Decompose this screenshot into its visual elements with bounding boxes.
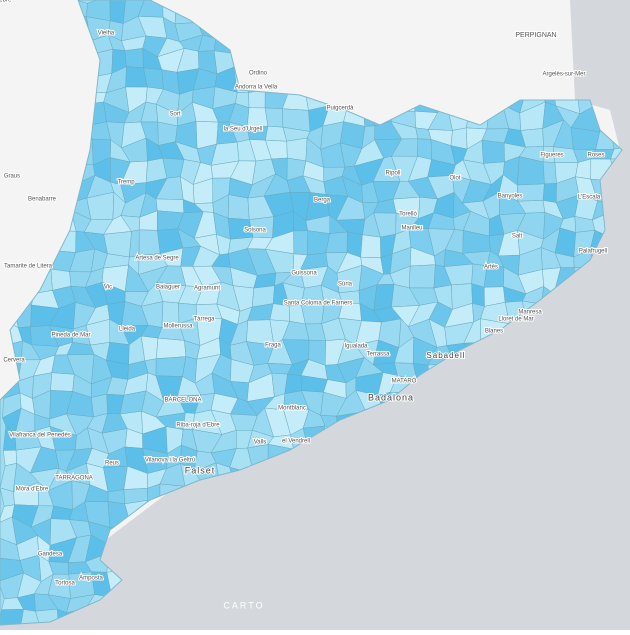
- place-label: Vilafranca del Penedès: [9, 433, 71, 439]
- municipality: [409, 265, 435, 288]
- place-label: Móra d'Ebre: [16, 487, 49, 493]
- place-label: Valls: [254, 440, 267, 446]
- municipality: [543, 162, 556, 184]
- municipality: [247, 320, 274, 346]
- municipality: [451, 128, 467, 149]
- place-label: Santa Coloma de Farners: [284, 301, 353, 307]
- municipality: [139, 230, 160, 256]
- place-label: Gandesa: [38, 552, 63, 558]
- place-label: Terrassa: [366, 352, 390, 358]
- place-label: Torelló: [399, 212, 417, 218]
- place-label: Lloret de Mar: [498, 317, 533, 323]
- place-label: Balaguer: [156, 285, 180, 291]
- municipality: [543, 183, 557, 202]
- place-label: Artesa de Segre: [135, 256, 179, 262]
- municipality: [285, 374, 302, 394]
- place-label: Guissona: [291, 271, 317, 277]
- municipality: [417, 139, 431, 160]
- place-label: Igualada: [344, 344, 368, 350]
- place-label: Olot: [449, 176, 460, 182]
- place-label: Berga: [314, 198, 331, 204]
- place-label: Figueres: [540, 153, 563, 159]
- place-label: MATARÓ: [392, 378, 417, 385]
- place-label: Vilanova i la Geltrú: [145, 458, 195, 464]
- municipality: [228, 195, 249, 220]
- place-label: Reus: [105, 461, 119, 467]
- place-label: Tàrrega: [193, 317, 215, 323]
- place-label: Deltebre: [0, 0, 12, 4]
- municipality: [51, 373, 75, 392]
- municipality: [91, 394, 107, 417]
- place-label: Blanes: [485, 329, 503, 335]
- municipality: [301, 304, 324, 324]
- place-label: Artés: [484, 265, 498, 271]
- place-label: Badalona: [368, 392, 414, 402]
- municipality: [294, 231, 308, 255]
- place-label: Lleida: [119, 327, 136, 333]
- place-label: Salt: [512, 234, 523, 240]
- place-label: Manresa: [518, 310, 542, 316]
- place-label: Vic: [104, 285, 112, 291]
- place-label: Roses: [587, 153, 604, 159]
- place-label: TARRAGONA: [55, 476, 93, 482]
- place-label: Vielha: [98, 31, 115, 37]
- municipality: [287, 138, 307, 161]
- place-label: Cervera: [3, 358, 25, 364]
- place-label: Ripoll: [385, 171, 400, 177]
- place-label: Falset: [185, 465, 216, 475]
- attribution: CARTO: [223, 600, 264, 610]
- municipality: [104, 231, 132, 257]
- place-label: Tortosa: [55, 581, 75, 587]
- place-label: Solsona: [244, 228, 266, 234]
- place-label: Tamarite de Litera: [4, 264, 53, 270]
- municipality: [156, 338, 186, 359]
- place-label: Benabarre: [28, 197, 57, 203]
- place-label: Andorra la Vella: [235, 85, 278, 91]
- municipality: [374, 284, 394, 310]
- place-label: Pineda de Mar: [51, 333, 90, 339]
- place-label: Sabadell: [426, 351, 465, 360]
- municipality: [3, 450, 16, 466]
- municipality: [361, 235, 381, 258]
- place-label: Amposta: [79, 576, 103, 582]
- place-label: Manlleu: [401, 226, 422, 232]
- place-label: Banyoles: [498, 194, 523, 200]
- place-label: Argelès-sur-Mer: [542, 72, 585, 78]
- place-label: Graus: [4, 174, 20, 180]
- place-label: Agramunt: [194, 286, 220, 292]
- municipality: [482, 140, 505, 163]
- place-label: Puigcerdà: [326, 106, 354, 112]
- place-label: Ordino: [249, 71, 268, 77]
- place-label: PERPIGNAN: [515, 32, 556, 39]
- municipality: [247, 108, 268, 127]
- place-label: Riba-roja d'Ebre: [176, 423, 220, 429]
- place-label: Sort: [169, 112, 180, 118]
- place-label: la Seu d'Urgell: [224, 127, 263, 133]
- place-label: Palafrugell: [579, 249, 607, 255]
- place-label: BARCELONA: [164, 398, 201, 404]
- place-label: L'Escala: [578, 195, 601, 201]
- municipality: [125, 48, 144, 67]
- municipality: [472, 284, 485, 307]
- place-label: Montblanc: [278, 406, 306, 412]
- place-label: Súria: [338, 282, 353, 288]
- place-label: Mollerussa: [163, 324, 193, 330]
- municipality: [156, 357, 186, 377]
- municipality: [265, 108, 283, 127]
- municipality: [571, 128, 600, 150]
- place-label: Fraga: [265, 343, 281, 349]
- place-label: el Vendrell: [282, 439, 310, 445]
- place-label: Tremp: [117, 180, 135, 186]
